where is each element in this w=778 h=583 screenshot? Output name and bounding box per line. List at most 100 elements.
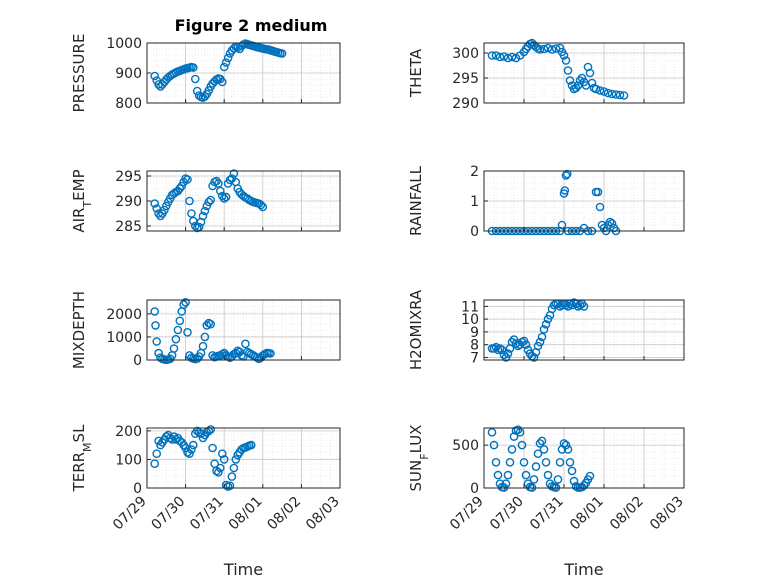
- data-point: [181, 443, 190, 453]
- data-point: [151, 321, 160, 330]
- data-point: [541, 319, 551, 329]
- y-axis-label: THETA: [407, 48, 425, 98]
- data-series: [150, 39, 287, 102]
- data-point: [198, 341, 208, 351]
- y-tick-label: 1: [470, 194, 479, 210]
- y-tick-label: 7: [470, 350, 479, 366]
- data-point: [185, 196, 194, 206]
- data-point: [507, 445, 517, 454]
- data-point: [541, 457, 551, 467]
- data-point: [537, 436, 547, 446]
- data-point: [547, 45, 557, 54]
- data-point: [204, 197, 214, 207]
- y-tick-label: 290: [115, 194, 142, 210]
- y-tick-label: 0: [470, 481, 479, 497]
- data-point: [196, 429, 206, 439]
- data-point: [517, 440, 527, 450]
- data-point: [571, 83, 581, 93]
- data-point: [152, 449, 161, 459]
- data-point: [557, 300, 567, 310]
- y-axis-label: SUNFLUX: [407, 425, 431, 492]
- y-axis-label: PRESSURE: [70, 34, 88, 113]
- data-point: [154, 436, 163, 446]
- data-point: [561, 440, 571, 450]
- data-point: [521, 470, 531, 480]
- data-point: [531, 462, 541, 471]
- x-tick-label: 08/01: [567, 494, 607, 534]
- data-point: [246, 440, 256, 450]
- data-point: [539, 325, 549, 334]
- data-point: [487, 427, 497, 437]
- data-point: [202, 321, 212, 330]
- data-point: [200, 92, 210, 101]
- data-point: [521, 340, 531, 350]
- data-point: [557, 220, 567, 230]
- x-tick-label: 08/03: [647, 494, 687, 534]
- y-tick-label: 8: [470, 338, 479, 354]
- data-series: [150, 297, 275, 365]
- data-point: [214, 467, 223, 477]
- subplot-3: 285 290 295 AIRTEMP: [70, 169, 341, 235]
- data-point: [567, 466, 577, 476]
- data-point: [567, 300, 577, 310]
- data-point: [571, 481, 581, 491]
- data-point: [491, 51, 501, 60]
- data-point: [217, 191, 227, 201]
- data-point: [277, 49, 287, 58]
- data-point: [156, 211, 165, 221]
- data-point: [229, 169, 239, 178]
- y-tick-label: 300: [452, 46, 479, 62]
- data-point: [190, 221, 200, 231]
- y-tick-label: 0: [133, 353, 142, 369]
- data-point: [615, 90, 625, 100]
- y-tick-label: 1000: [106, 36, 142, 52]
- data-point: [181, 297, 190, 307]
- data-point: [150, 199, 159, 208]
- data-point: [150, 459, 159, 469]
- y-tick-label: 200: [115, 424, 142, 440]
- data-point: [593, 187, 603, 197]
- data-point: [225, 175, 235, 185]
- data-point: [535, 439, 545, 448]
- data-point: [188, 63, 198, 72]
- x-tick-label: 07/30: [487, 494, 527, 534]
- data-point: [204, 426, 214, 436]
- data-point: [579, 481, 589, 490]
- x-tick-label: 07/29: [110, 494, 150, 534]
- data-point: [241, 339, 250, 349]
- data-point: [587, 78, 597, 88]
- y-tick-label: 0: [133, 481, 142, 497]
- data-point: [223, 53, 233, 63]
- data-point: [221, 192, 231, 202]
- x-tick-label: 08/01: [226, 494, 266, 534]
- data-point: [503, 53, 513, 63]
- data-point: [595, 86, 605, 95]
- y-tick-label: 2: [470, 164, 479, 180]
- data-point: [200, 206, 210, 216]
- x-tick-label: 07/29: [447, 494, 487, 534]
- data-point: [188, 440, 198, 450]
- data-point: [152, 337, 161, 346]
- data-point: [161, 201, 171, 211]
- data-point: [183, 327, 192, 337]
- minor-grid: [147, 428, 340, 488]
- data-point: [495, 344, 505, 353]
- data-point: [179, 300, 188, 309]
- data-point: [529, 475, 539, 484]
- data-point: [175, 184, 185, 193]
- x-tick-label: 08/02: [264, 494, 304, 534]
- data-point: [499, 350, 509, 360]
- data-point: [214, 179, 223, 188]
- y-tick-label: 100: [115, 452, 142, 468]
- y-axis-label: RAINFALL: [407, 165, 425, 236]
- data-point: [497, 345, 507, 355]
- data-series: [487, 38, 629, 100]
- axes-box: [483, 299, 685, 361]
- x-tick-label: 07/31: [527, 494, 567, 534]
- data-point: [501, 479, 511, 489]
- y-axis-label: MIXDEPTH: [70, 291, 88, 369]
- data-point: [175, 316, 185, 326]
